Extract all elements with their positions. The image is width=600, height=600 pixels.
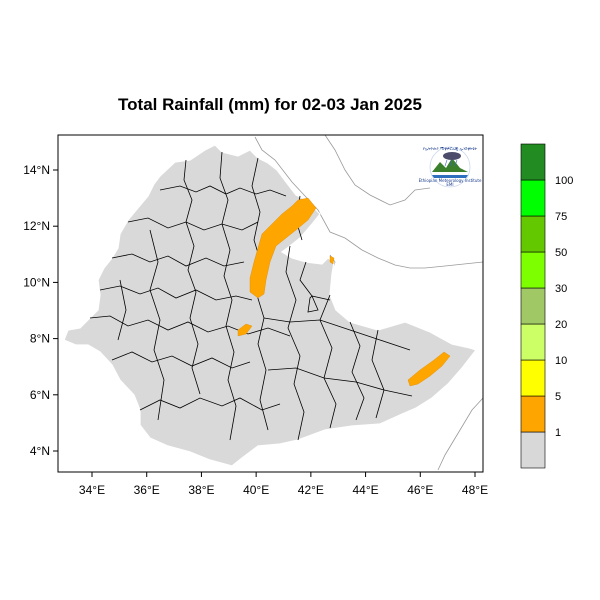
lat-tick-label: 8°N xyxy=(30,332,50,346)
longitude-axis: 34°E 36°E 38°E 40°E 42°E 44°E 46°E 48°E xyxy=(79,472,488,497)
rainfall-area-southeast-band xyxy=(407,351,451,387)
lat-tick-label: 14°N xyxy=(23,163,50,177)
rainfall-colorbar: 1 5 10 20 30 50 75 100 xyxy=(520,143,573,469)
lat-tick-label: 12°N xyxy=(23,219,50,233)
lon-tick-label: 40°E xyxy=(243,483,269,497)
colorbar-label: 75 xyxy=(555,211,567,223)
map-title: Total Rainfall (mm) for 02-03 Jan 2025 xyxy=(118,95,422,114)
colorbar-swatch xyxy=(520,395,546,433)
ethiopia-country-shape xyxy=(63,144,477,467)
colorbar-swatch xyxy=(520,215,546,253)
lon-tick-label: 42°E xyxy=(298,483,324,497)
colorbar-label: 20 xyxy=(555,319,567,331)
ethiopian-meteorology-institute-logo: የኢትዮጵያ ሚቲዎሮሎጂ ኢንስቲትዩት Ethiopian Meteorol… xyxy=(419,146,482,188)
lon-tick-label: 34°E xyxy=(79,483,105,497)
neighbor-boundaries xyxy=(254,134,484,471)
lat-tick-label: 6°N xyxy=(30,388,50,402)
colorbar-label: 100 xyxy=(555,175,573,187)
latitude-axis: 14°N 12°N 10°N 8°N 6°N 4°N xyxy=(23,163,58,458)
colorbar-swatch xyxy=(520,359,546,397)
lon-tick-label: 38°E xyxy=(188,483,214,497)
lon-tick-label: 44°E xyxy=(352,483,378,497)
colorbar-swatch xyxy=(520,143,546,181)
logo-caption: Ethiopian Meteorology Institute xyxy=(419,178,482,183)
colorbar-swatch xyxy=(520,179,546,217)
lon-tick-label: 36°E xyxy=(134,483,160,497)
rainfall-areas xyxy=(237,197,451,387)
lon-tick-label: 48°E xyxy=(462,483,488,497)
admin-boundaries xyxy=(89,151,413,441)
map-frame xyxy=(57,134,484,473)
colorbar-label: 30 xyxy=(555,283,567,295)
colorbar-swatch xyxy=(520,323,546,361)
rainfall-area-central-spot xyxy=(237,323,253,337)
colorbar-label: 1 xyxy=(555,427,561,439)
rainfall-area-northeast-escarpment xyxy=(249,197,317,299)
logo-abbr: EMI xyxy=(446,182,453,187)
logo-arc-text: የኢትዮጵያ ሚቲዎሮሎጂ ኢንስቲትዩት xyxy=(423,146,478,151)
map-panel: የኢትዮጵያ ሚቲዎሮሎጂ ኢንስቲትዩት Ethiopian Meteorol… xyxy=(23,134,488,497)
lat-tick-label: 4°N xyxy=(30,444,50,458)
colorbar-swatch xyxy=(520,431,546,469)
lon-tick-label: 46°E xyxy=(407,483,433,497)
colorbar-label: 5 xyxy=(555,391,561,403)
colorbar-swatch xyxy=(520,287,546,325)
colorbar-label: 50 xyxy=(555,247,567,259)
lat-tick-label: 10°N xyxy=(23,275,50,289)
colorbar-label: 10 xyxy=(555,355,567,367)
rainfall-area-east-spot xyxy=(329,255,335,265)
colorbar-swatch xyxy=(520,251,546,289)
